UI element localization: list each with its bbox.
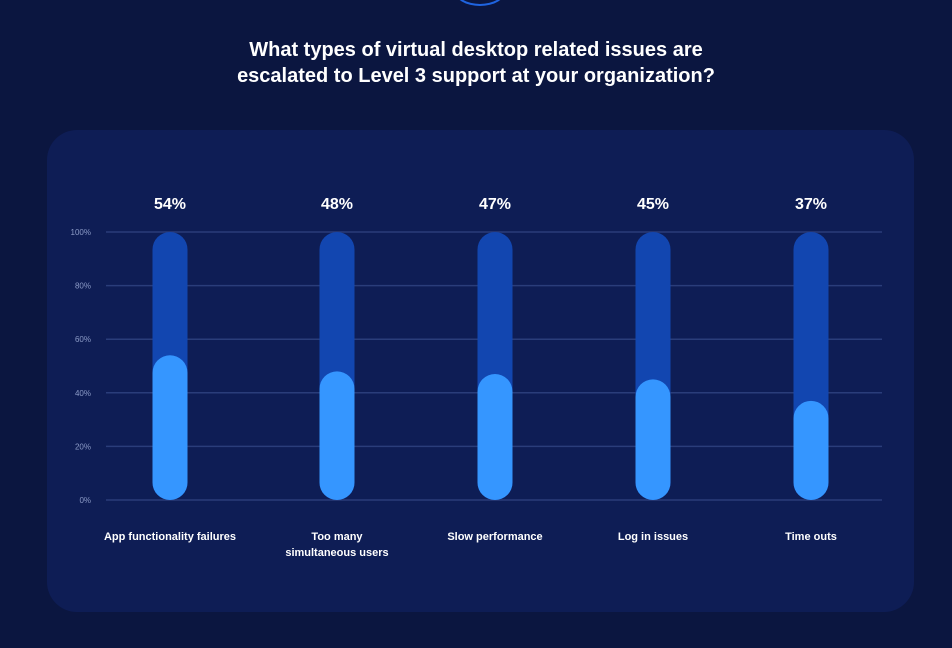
- category-label: App functionality failures: [103, 531, 236, 543]
- bar-value-label: 45%: [637, 196, 669, 213]
- category-label: Time outs: [785, 531, 837, 543]
- bar-fill: [152, 355, 188, 500]
- chart-title: What types of virtual desktop related is…: [0, 37, 952, 89]
- y-tick-label: 20%: [75, 442, 91, 451]
- bar-value-label: 48%: [321, 196, 353, 213]
- chart-title-line-2: escalated to Level 3 support at your org…: [237, 65, 715, 87]
- y-tick-label: 0%: [79, 496, 91, 505]
- category-label: Slow performance: [447, 531, 543, 543]
- bar-fill: [793, 400, 829, 500]
- bar-fill: [477, 374, 513, 500]
- category-label: Log in issues: [617, 531, 689, 543]
- bar-value-label: 47%: [479, 196, 511, 213]
- bar-fill: [635, 379, 671, 500]
- y-tick-label: 100%: [71, 228, 91, 237]
- bar-value-label: 54%: [154, 196, 186, 213]
- chart-title-line-1: What types of virtual desktop related is…: [249, 39, 703, 61]
- bar-value-label: 37%: [795, 196, 827, 213]
- bar-fill: [319, 371, 355, 500]
- y-tick-label: 40%: [75, 389, 91, 398]
- category-label: Too many simultaneous users: [285, 531, 389, 559]
- y-tick-label: 60%: [75, 335, 91, 344]
- y-tick-label: 80%: [75, 282, 91, 291]
